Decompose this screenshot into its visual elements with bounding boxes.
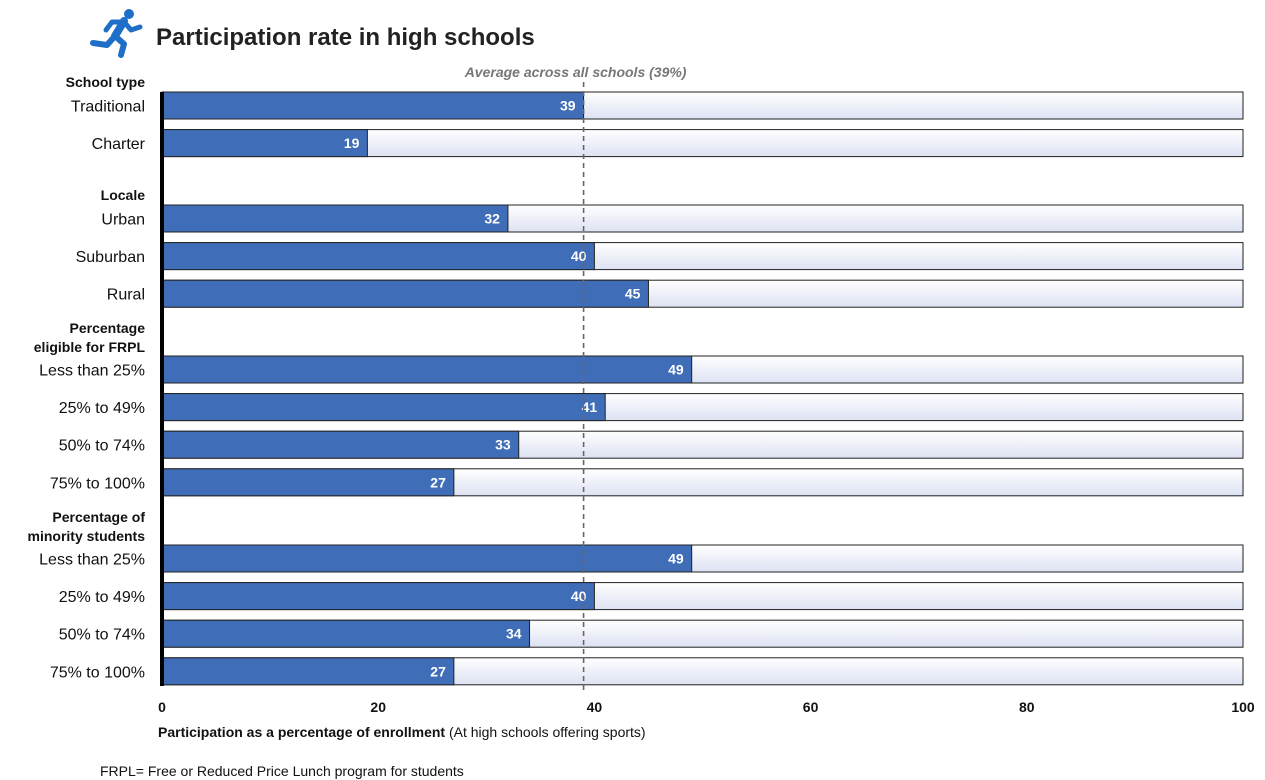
bar-value-label: 33 bbox=[495, 437, 511, 453]
bar bbox=[161, 544, 693, 573]
x-tick-label: 100 bbox=[1231, 699, 1255, 715]
group-heading: School type bbox=[66, 74, 146, 90]
bar bbox=[161, 393, 606, 422]
bar-value-label: 49 bbox=[668, 362, 684, 378]
x-axis-label: Participation as a percentage of enrollm… bbox=[158, 724, 446, 740]
bar bbox=[161, 582, 595, 611]
runner-icon bbox=[90, 9, 143, 58]
group-heading: Percentage of bbox=[52, 509, 145, 525]
bar bbox=[161, 430, 520, 459]
x-tick-label: 0 bbox=[158, 699, 166, 715]
bar-value-label: 40 bbox=[571, 248, 587, 264]
footnote: FRPL= Free or Reduced Price Lunch progra… bbox=[100, 763, 464, 779]
x-tick-label: 80 bbox=[1019, 699, 1035, 715]
bar bbox=[161, 204, 509, 233]
bar-value-label: 45 bbox=[625, 286, 641, 302]
bar-category-label: 25% to 49% bbox=[59, 400, 145, 417]
bar-value-label: 39 bbox=[560, 98, 576, 114]
chart-title: Participation rate in high schools bbox=[156, 24, 535, 51]
bar-value-label: 27 bbox=[430, 663, 446, 679]
bar bbox=[161, 619, 531, 648]
bar-category-label: 50% to 74% bbox=[59, 627, 145, 644]
bar-value-label: 27 bbox=[430, 474, 446, 490]
x-tick-label: 20 bbox=[370, 699, 386, 715]
bar-category-label: Rural bbox=[107, 287, 145, 304]
bar bbox=[161, 129, 368, 158]
bar-category-label: Traditional bbox=[71, 99, 145, 116]
bar-category-label: 50% to 74% bbox=[59, 438, 145, 455]
bar bbox=[161, 355, 693, 384]
bar-category-label: 75% to 100% bbox=[50, 664, 145, 681]
bar bbox=[161, 279, 649, 308]
group-heading: Locale bbox=[101, 187, 146, 203]
bar-category-label: Less than 25% bbox=[39, 552, 145, 569]
bar-value-label: 19 bbox=[344, 135, 360, 151]
group-heading: eligible for FRPL bbox=[34, 339, 146, 355]
x-tick-label: 40 bbox=[587, 699, 603, 715]
bar bbox=[161, 657, 455, 686]
chart-header: Participation rate in high schools bbox=[88, 6, 535, 60]
bar-category-label: Suburban bbox=[76, 249, 145, 266]
bar-category-label: Less than 25% bbox=[39, 363, 145, 380]
bar bbox=[161, 91, 585, 120]
x-axis-title: Participation as a percentage of enrollm… bbox=[158, 724, 646, 740]
bar-value-label: 40 bbox=[571, 588, 587, 604]
reference-line-label: Average across all schools (39%) bbox=[464, 64, 687, 80]
bar-category-label: 75% to 100% bbox=[50, 475, 145, 492]
bar-category-label: Urban bbox=[101, 212, 145, 229]
bar bbox=[161, 468, 455, 497]
bar-category-label: 25% to 49% bbox=[59, 589, 145, 606]
bar-value-label: 34 bbox=[506, 626, 522, 642]
bar-category-label: Charter bbox=[92, 136, 146, 153]
group-heading: minority students bbox=[28, 528, 146, 544]
x-tick-label: 60 bbox=[803, 699, 819, 715]
group-heading: Percentage bbox=[70, 320, 146, 336]
x-axis-note: (At high schools offering sports) bbox=[448, 724, 646, 740]
bar bbox=[161, 242, 595, 271]
bar-value-label: 41 bbox=[582, 399, 598, 415]
bar-value-label: 49 bbox=[668, 551, 684, 567]
bar-value-label: 32 bbox=[484, 211, 500, 227]
